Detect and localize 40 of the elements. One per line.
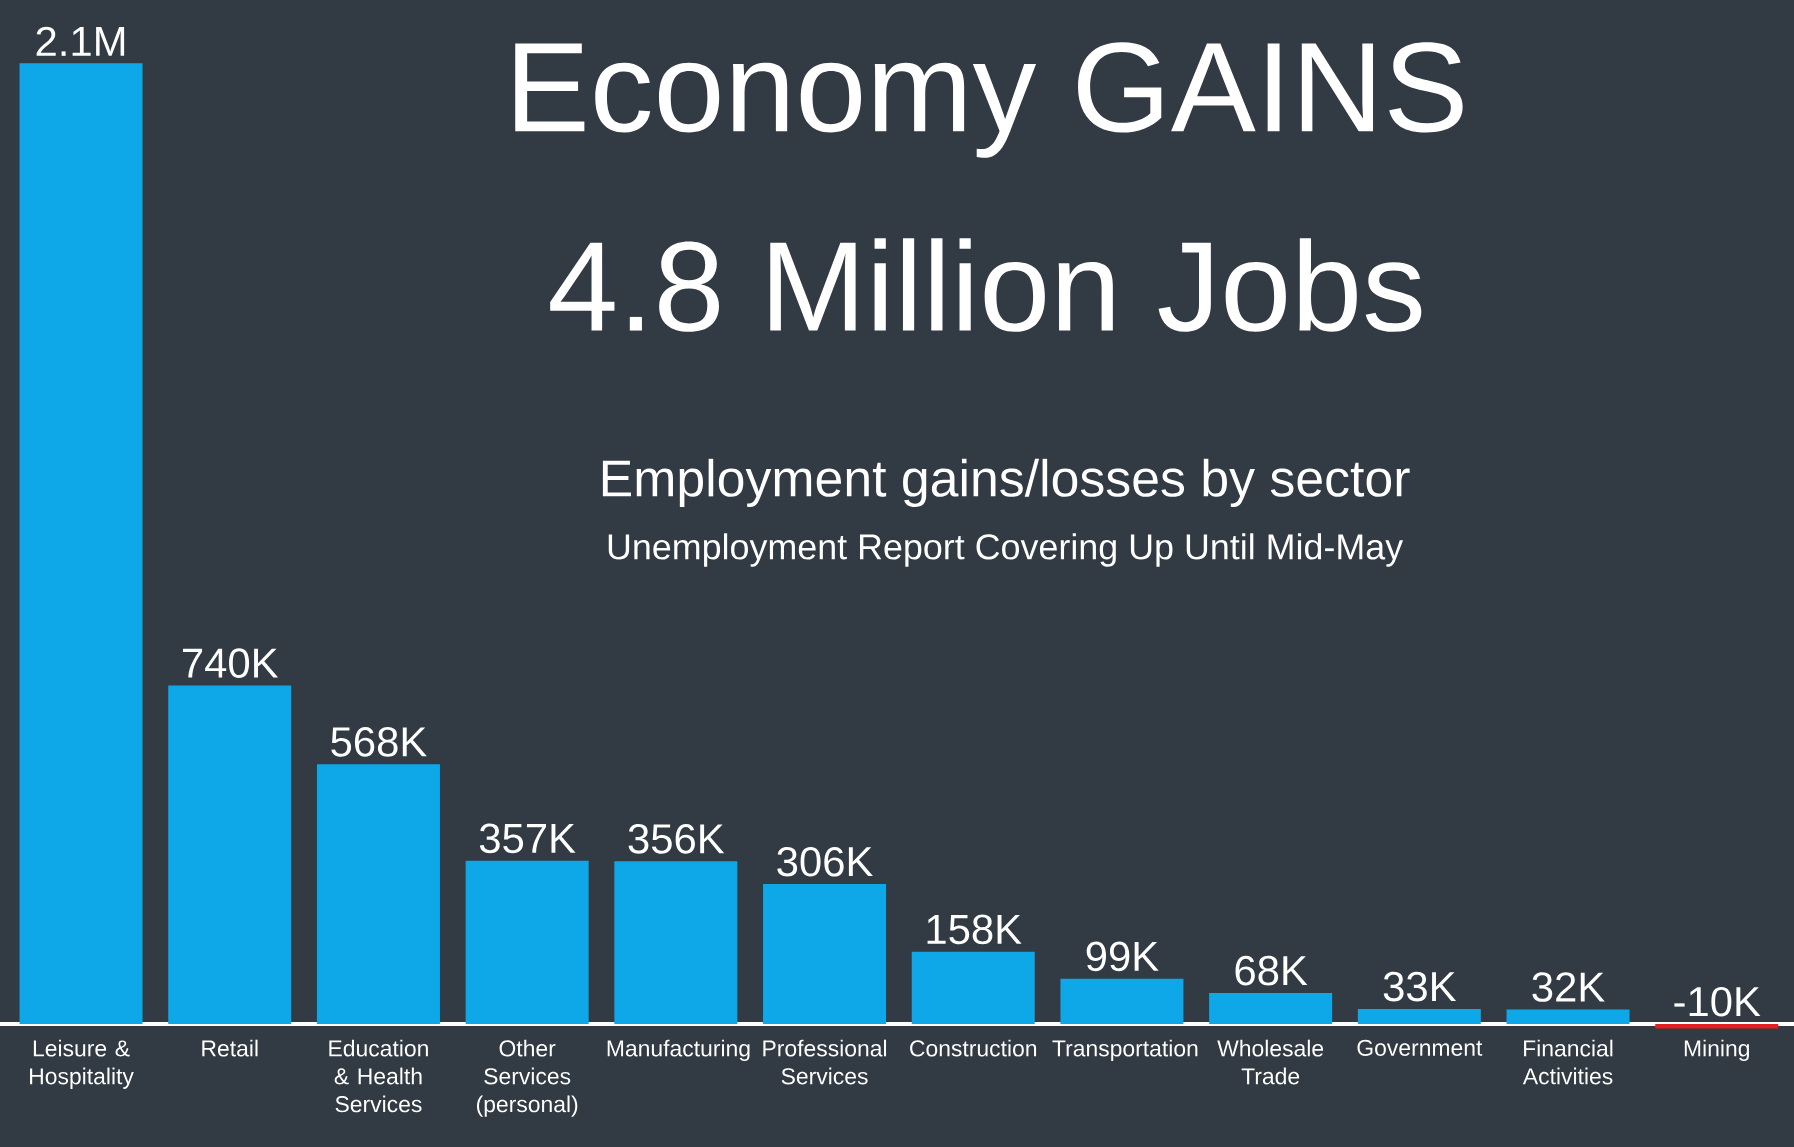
data-label: 33K: [1383, 971, 1457, 1002]
data-label: 357K: [479, 823, 576, 854]
data-label: 32K: [1532, 972, 1605, 1002]
bar: [763, 884, 887, 1025]
data-label: 568K: [331, 727, 427, 757]
bar: [1506, 1009, 1630, 1025]
x-tick-label: Wholesale Trade: [1217, 1039, 1324, 1085]
x-tick-label: Mining: [1684, 1039, 1749, 1062]
x-tick-label: Education & Health Services: [329, 1039, 428, 1113]
x-tick-label: Professional Services: [763, 1039, 887, 1085]
bar: [614, 861, 738, 1025]
x-tick-label: Financial Activities: [1522, 1039, 1613, 1085]
data-label: 2.1M: [36, 26, 125, 56]
data-label: 158K: [927, 914, 1022, 945]
bar: [1655, 1024, 1779, 1029]
bar: [911, 951, 1035, 1025]
x-tick-label: Construction: [910, 1039, 1037, 1057]
data-label: 68K: [1235, 955, 1308, 986]
bar: [465, 860, 589, 1025]
bar: [1060, 978, 1184, 1025]
data-label: 740K: [183, 648, 279, 678]
data-label: 356K: [628, 824, 725, 854]
data-label: -10K: [1674, 986, 1761, 1017]
bar: [168, 685, 292, 1025]
chart-title: Economy GAINS: [515, 42, 1463, 158]
x-tick-label: Manufacturing: [607, 1039, 750, 1062]
data-label: 99K: [1086, 941, 1159, 972]
annotation: Employment gains/losses by sector: [602, 458, 1410, 508]
x-tick-label: Other Services (personal): [476, 1039, 578, 1117]
data-label: 306K: [777, 846, 873, 877]
bar: [1357, 1008, 1481, 1025]
text: 4.8 Million Jobs: [550, 238, 1422, 332]
bar: [316, 764, 440, 1025]
bar: [19, 63, 143, 1025]
annotation: Unemployment Report Covering Up Until Mid-May: [608, 533, 1404, 567]
x-tick-label: Government: [1357, 1039, 1483, 1056]
x-tick-label: Transportation: [1052, 1039, 1198, 1062]
bar: [1209, 992, 1333, 1025]
x-tick-label: Leisure & Hospitality: [30, 1039, 134, 1089]
x-tick-label: Retail: [202, 1039, 258, 1057]
